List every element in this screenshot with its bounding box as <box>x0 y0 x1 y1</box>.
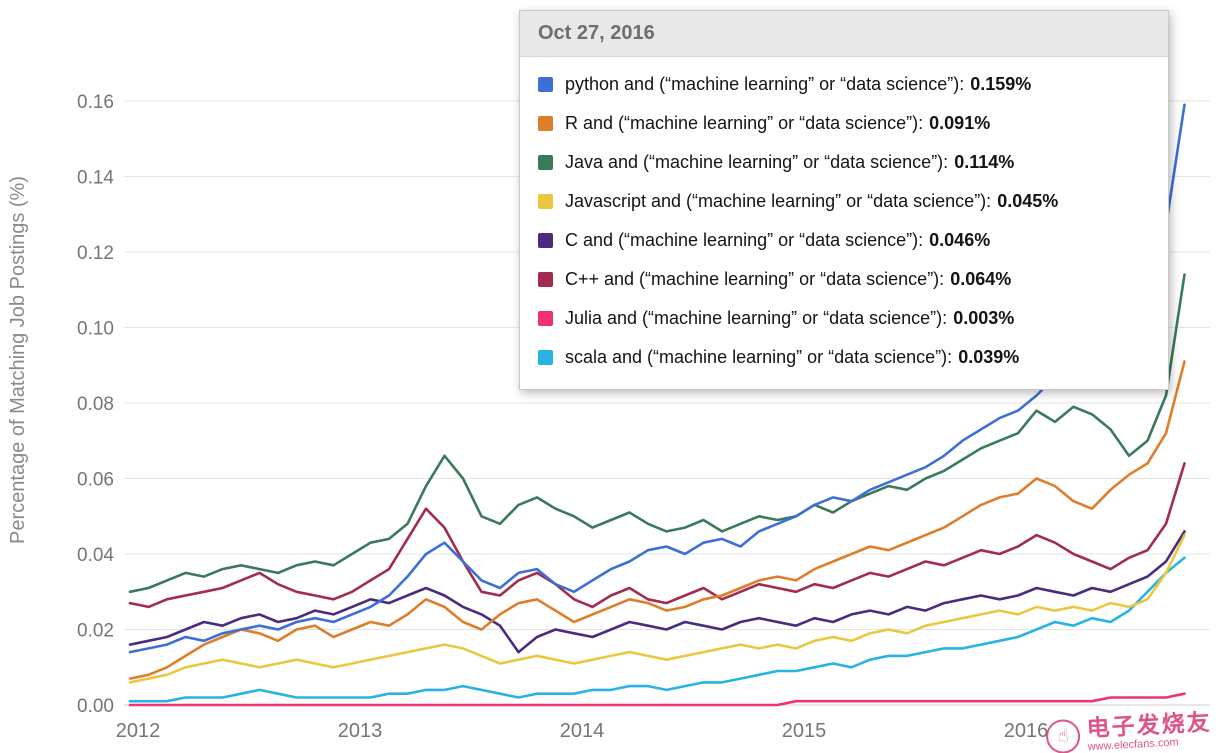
legend-label: python and (“machine learning” or “data … <box>565 74 965 94</box>
legend-label: scala and (“machine learning” or “data s… <box>565 347 953 367</box>
legend-row-javascript: Javascript and (“machine learning” or “d… <box>520 182 1168 221</box>
y-tick-label: 0.00 <box>77 696 114 717</box>
legend-value: 0.159% <box>970 74 1032 94</box>
watermark-logo-icon: ☝ <box>1045 717 1081 753</box>
legend-label: Javascript and (“machine learning” or “d… <box>565 191 992 211</box>
y-tick-label: 0.10 <box>77 319 114 340</box>
y-tick-label: 0.04 <box>77 545 114 566</box>
legend-value: 0.046% <box>929 230 991 250</box>
series-line-c[interactable] <box>128 530 1186 654</box>
legend-rows: python and (“machine learning” or “data … <box>520 57 1168 389</box>
y-tick-label: 0.02 <box>77 621 114 642</box>
legend-row-cpp: C++ and (“machine learning” or “data sci… <box>520 260 1168 299</box>
legend-label: Julia and (“machine learning” or “data s… <box>565 308 948 328</box>
legend-label: Java and (“machine learning” or “data sc… <box>565 152 949 172</box>
legend-row-python: python and (“machine learning” or “data … <box>520 65 1168 104</box>
series-swatch-javascript <box>538 194 553 209</box>
legend-row-scala: scala and (“machine learning” or “data s… <box>520 338 1168 377</box>
legend-row-r: R and (“machine learning” or “data scien… <box>520 104 1168 143</box>
y-tick-label: 0.14 <box>77 168 114 189</box>
series-swatch-c <box>538 233 553 248</box>
legend-row-c: C and (“machine learning” or “data scien… <box>520 221 1168 260</box>
watermark-text: 电子发烧友 www.elecfans.com <box>1086 708 1213 753</box>
series-line-scala[interactable] <box>128 556 1186 703</box>
series-swatch-java <box>538 155 553 170</box>
legend-value: 0.091% <box>929 113 991 133</box>
y-tick-label: 0.16 <box>77 92 114 113</box>
tooltip: Oct 27, 2016 python and (“machine learni… <box>519 10 1169 390</box>
series-line-cpp[interactable] <box>128 462 1186 609</box>
series-swatch-python <box>538 77 553 92</box>
series-line-r[interactable] <box>128 360 1186 680</box>
series-line-java[interactable] <box>128 273 1186 594</box>
series-line-python[interactable] <box>128 103 1186 654</box>
x-tick-label: 2012 <box>116 720 161 742</box>
series-swatch-scala <box>538 350 553 365</box>
legend-value: 0.064% <box>950 269 1012 289</box>
legend-row-julia: Julia and (“machine learning” or “data s… <box>520 299 1168 338</box>
x-tick-label: 2016 <box>1004 720 1049 742</box>
y-tick-label: 0.08 <box>77 394 114 415</box>
legend-value: 0.114% <box>954 152 1015 172</box>
legend-value: 0.039% <box>958 347 1020 367</box>
series-swatch-cpp <box>538 272 553 287</box>
y-tick-label: 0.12 <box>77 243 114 264</box>
legend-value: 0.003% <box>953 308 1015 328</box>
legend-row-java: Java and (“machine learning” or “data sc… <box>520 143 1168 182</box>
series-swatch-julia <box>538 311 553 326</box>
x-tick-label: 2013 <box>338 720 383 742</box>
legend-label: C++ and (“machine learning” or “data sci… <box>565 269 945 289</box>
x-tick-label: 2015 <box>782 720 827 742</box>
series-line-javascript[interactable] <box>128 533 1186 684</box>
y-tick-label: 0.06 <box>77 470 114 491</box>
y-axis-title: Percentage of Matching Job Postings (%) <box>7 176 29 544</box>
x-tick-label: 2014 <box>560 720 605 742</box>
tooltip-date: Oct 27, 2016 <box>520 11 1168 57</box>
legend-value: 0.045% <box>997 191 1059 211</box>
series-swatch-r <box>538 116 553 131</box>
series-line-julia[interactable] <box>128 692 1186 707</box>
legend-label: R and (“machine learning” or “data scien… <box>565 113 924 133</box>
legend-label: C and (“machine learning” or “data scien… <box>565 230 924 250</box>
